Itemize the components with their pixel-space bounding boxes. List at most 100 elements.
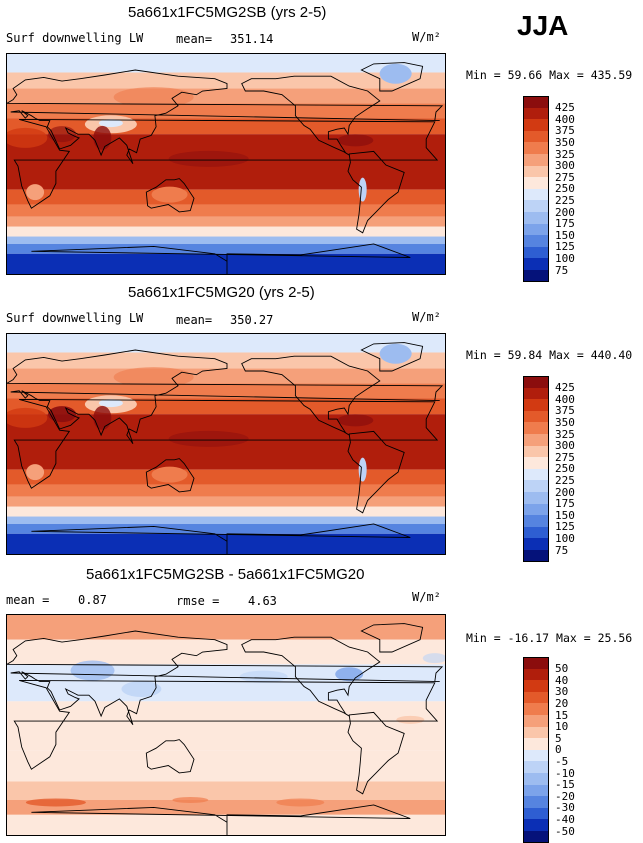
colorbar-tick-label: 125 xyxy=(555,520,575,534)
colorbar-swatch xyxy=(523,503,549,516)
colorbar-tick-label: 150 xyxy=(555,508,575,522)
field-anomaly-patch xyxy=(113,87,194,108)
field-anomaly-patch xyxy=(25,798,86,807)
panel1-mean-value: 351.14 xyxy=(230,32,274,46)
coastline xyxy=(13,679,439,770)
field-anomaly-patch xyxy=(337,414,374,427)
colorbar-tick-label: 400 xyxy=(555,392,575,406)
colorbar-swatch xyxy=(523,165,549,178)
panel3-min-label: Min = xyxy=(466,631,501,645)
colorbar-tick-label: 15 xyxy=(555,708,569,722)
colorbar-tick-label: 75 xyxy=(555,543,569,557)
zonal-field-band xyxy=(7,189,445,205)
colorbar-swatch xyxy=(523,761,549,774)
colorbar-swatch xyxy=(523,434,549,447)
colorbar-tick-label: 250 xyxy=(555,462,575,476)
panel1-mean-label: mean= xyxy=(176,32,213,46)
panel3-max-value: 25.56 xyxy=(597,631,633,645)
colorbar-swatch xyxy=(523,457,549,470)
colorbar-swatch xyxy=(523,119,549,132)
panel1-map xyxy=(6,53,446,275)
field-anomaly-patch xyxy=(48,406,76,423)
colorbar-tick-label: 425 xyxy=(555,101,575,115)
colorbar-swatch xyxy=(523,668,549,681)
colorbar-swatch xyxy=(523,387,549,400)
panel3-rmse-label: rmse = xyxy=(176,594,220,608)
zonal-field-band xyxy=(7,334,445,353)
colorbar-swatch xyxy=(523,200,549,213)
panel1-variable-label: Surf downwelling LW xyxy=(6,31,144,45)
colorbar-swatch xyxy=(523,96,549,109)
panel2-heatmap xyxy=(7,334,445,554)
colorbar-swatch xyxy=(523,270,549,283)
zonal-field-band xyxy=(7,226,445,237)
colorbar-swatch xyxy=(523,246,549,259)
panel3-colorbar: 50 40 30 20 15 10 5 0 -5 -10 -15 -20 -30 -40 -50 xyxy=(523,657,575,843)
panel2-max-value: 440.40 xyxy=(590,348,633,362)
colorbar-tick-label: 200 xyxy=(555,485,575,499)
panel2-mean-label: mean= xyxy=(176,313,213,327)
field-anomaly-patch xyxy=(379,63,412,84)
colorbar-tick-label: 5 xyxy=(555,731,562,745)
coastline xyxy=(360,342,424,372)
colorbar-tick-label: 400 xyxy=(555,112,575,126)
colorbar-tick-label: 20 xyxy=(555,696,569,710)
field-anomaly-patch xyxy=(7,407,48,428)
field-anomaly-patch xyxy=(168,430,249,447)
colorbar-swatch xyxy=(523,154,549,167)
panel2-max-label: Max = xyxy=(549,348,584,362)
colorbar-swatch xyxy=(523,130,549,143)
coastline xyxy=(241,75,381,156)
field-anomaly-patch xyxy=(172,797,209,803)
colorbar-swatch xyxy=(523,177,549,190)
coastline xyxy=(145,178,195,213)
colorbar-swatch xyxy=(523,468,549,481)
colorbar-swatch xyxy=(523,703,549,716)
colorbar-swatch xyxy=(523,480,549,493)
colorbar-tick-label: 350 xyxy=(555,135,575,149)
colorbar-tick-label: 275 xyxy=(555,170,575,184)
coastline xyxy=(7,349,444,445)
coastline xyxy=(31,523,411,554)
field-anomaly-patch xyxy=(396,715,425,724)
colorbar-swatch xyxy=(523,819,549,832)
panel2-min-value: 59.84 xyxy=(507,348,543,362)
coastline xyxy=(360,62,424,92)
panel1-min-label: Min = xyxy=(466,68,501,82)
colorbar-swatch xyxy=(523,784,549,797)
field-anomaly-patch xyxy=(239,670,288,683)
colorbar-swatch xyxy=(523,526,549,539)
panel2-colorbar: 425 400 375 350 325 300 275 250 225 200 175 150 125 1… xyxy=(523,376,575,563)
colorbar-tick-label: 150 xyxy=(555,228,575,242)
colorbar-swatch xyxy=(523,749,549,762)
coastline xyxy=(31,243,411,274)
zonal-field-band xyxy=(7,516,445,524)
field-anomaly-patch xyxy=(358,457,367,482)
colorbar-tick-label: 425 xyxy=(555,381,575,395)
coastline xyxy=(360,623,424,653)
zonal-field-band xyxy=(7,484,445,497)
colorbar-tick-label: 375 xyxy=(555,404,575,418)
colorbar-tick-label: 225 xyxy=(555,473,575,487)
zonal-field-band xyxy=(7,236,445,244)
panel2-map xyxy=(6,333,446,555)
colorbar-swatch xyxy=(523,399,549,412)
panel2-title: 5a661x1FC5MG20 (yrs 2-5) xyxy=(128,284,315,301)
panel2-min-label: Min = xyxy=(466,348,501,362)
colorbar-swatch xyxy=(523,680,549,693)
zonal-field-band xyxy=(7,533,445,554)
zonal-field-band xyxy=(7,615,445,640)
colorbar-tick-label: 175 xyxy=(555,497,575,511)
zonal-field-band xyxy=(7,216,445,227)
colorbar-tick-label: 250 xyxy=(555,182,575,196)
colorbar-swatch xyxy=(523,492,549,505)
colorbar-swatch xyxy=(523,223,549,236)
colorbar-swatch xyxy=(523,738,549,751)
colorbar-tick-label: -10 xyxy=(555,766,575,780)
colorbar-tick-label: 125 xyxy=(555,240,575,254)
zonal-field-band xyxy=(7,469,445,485)
panel3-max-label: Max = xyxy=(556,631,591,645)
field-anomaly-patch xyxy=(113,367,194,388)
colorbar-swatch xyxy=(523,142,549,155)
field-anomaly-patch xyxy=(337,134,374,147)
